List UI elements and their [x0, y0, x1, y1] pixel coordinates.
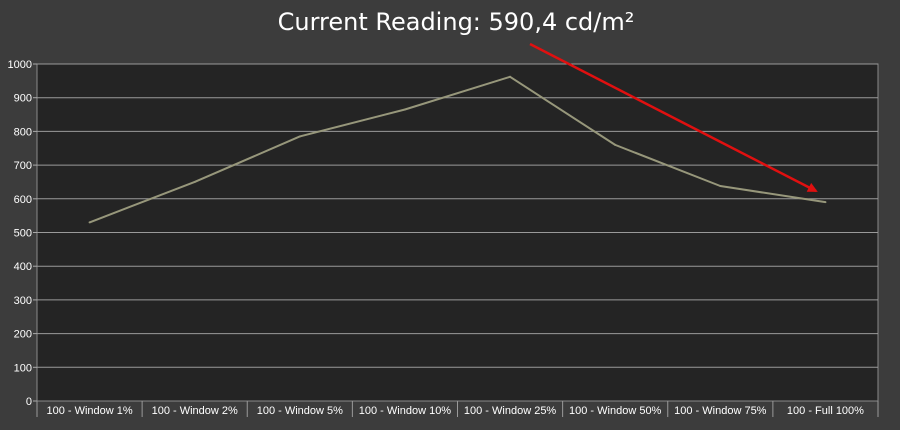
- y-tick-label: 600: [14, 194, 32, 206]
- y-tick-label: 0: [26, 396, 32, 408]
- series-layer: [88, 75, 827, 224]
- y-tick-label: 500: [14, 228, 32, 240]
- y-tick-label: 400: [14, 261, 32, 273]
- y-tick-label: 700: [14, 160, 32, 172]
- y-tick-label: 1000: [8, 59, 32, 71]
- x-tick-label: 100 - Window 5%: [257, 405, 343, 417]
- x-tick-label: 100 - Window 2%: [152, 405, 238, 417]
- data-point: [298, 135, 301, 138]
- x-tick-label: 100 - Full 100%: [787, 405, 864, 417]
- y-tick-label: 200: [14, 329, 32, 341]
- x-tick-label: 100 - Window 75%: [674, 405, 767, 417]
- y-tick-label: 100: [14, 362, 32, 374]
- data-point: [614, 143, 617, 146]
- x-tick-label: 100 - Window 25%: [464, 405, 557, 417]
- grid-lines: [37, 63, 878, 368]
- y-axis: 0 100 200 300 400 500 600 700 800 900 1000: [8, 59, 37, 408]
- chart-title: Current Reading: 590,4 cd/m²: [277, 8, 635, 36]
- data-point: [403, 108, 406, 111]
- x-tick-label: 100 - Window 10%: [359, 405, 452, 417]
- data-point: [824, 201, 827, 204]
- x-axis: 100 - Window 1% 100 - Window 2% 100 - Wind…: [36, 401, 879, 417]
- series-line: [89, 75, 826, 224]
- y-tick-label: 800: [14, 126, 32, 138]
- x-tick-label: 100 - Window 1%: [46, 405, 132, 417]
- y-tick-label: 900: [14, 93, 32, 105]
- annotation-arrow: [529, 42, 818, 193]
- data-point: [509, 75, 512, 78]
- x-tick-label: 100 - Window 50%: [569, 405, 662, 417]
- data-point: [88, 221, 91, 224]
- data-point: [719, 184, 722, 187]
- y-tick-label: 300: [14, 295, 32, 307]
- data-point: [193, 180, 196, 183]
